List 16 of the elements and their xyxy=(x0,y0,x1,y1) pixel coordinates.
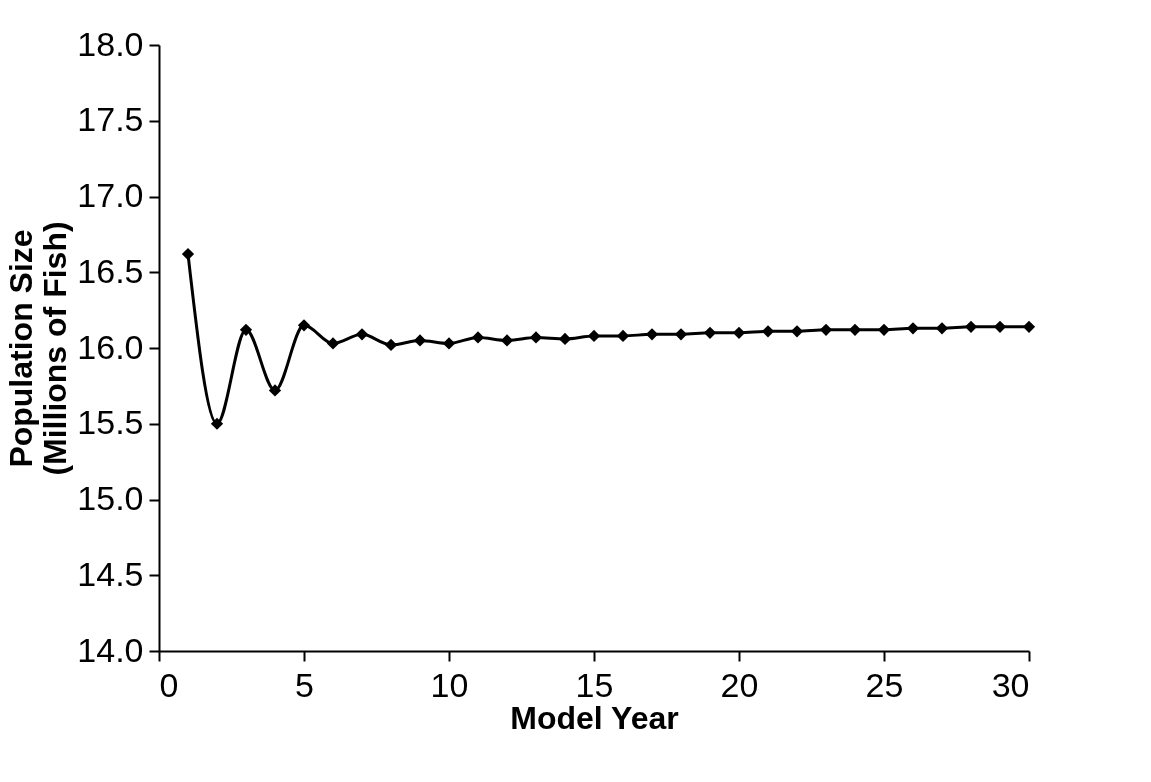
y-tick-label: 15.0 xyxy=(77,479,144,517)
y-tick-label: 17.5 xyxy=(77,100,144,139)
y-axis-title: Population Size (Millions of Fish) xyxy=(3,221,74,476)
x-tick-label: 30 xyxy=(991,665,1030,704)
y-tick-label: 14.0 xyxy=(77,630,144,669)
y-tick-label: 16.0 xyxy=(77,327,144,366)
y-tick-label: 17.0 xyxy=(77,176,144,214)
x-tick-label: 10 xyxy=(430,665,469,704)
y-tick-label: 16.5 xyxy=(77,251,144,290)
x-tick-label: 25 xyxy=(865,665,904,704)
x-tick-label: 0 xyxy=(159,665,179,704)
y-tick-label: 18.0 xyxy=(77,24,144,63)
y-tick-label: 14.5 xyxy=(77,554,144,593)
y-tick-label: 15.5 xyxy=(77,403,144,442)
x-tick-label: 20 xyxy=(720,665,759,704)
x-tick-label: 5 xyxy=(295,665,314,704)
